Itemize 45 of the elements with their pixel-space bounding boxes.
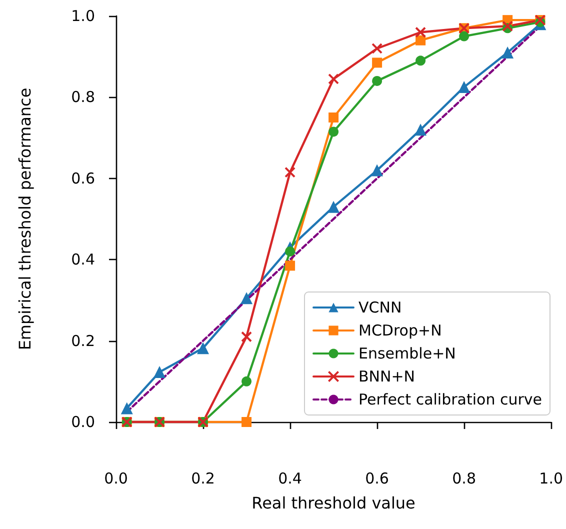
point (284, 166, 296, 178)
x-axis-title: Real threshold value (252, 494, 416, 512)
point (372, 42, 383, 54)
point (372, 58, 382, 68)
point (328, 200, 340, 213)
legend-label: VCNN (358, 298, 402, 316)
point (502, 20, 514, 32)
point (416, 56, 426, 66)
point (502, 46, 514, 59)
legend-label: MCDrop+N (358, 322, 442, 340)
y-tick-label: 0.2 (71, 332, 95, 350)
point (328, 112, 339, 122)
x-tick-label: 0.6 (365, 470, 389, 488)
point (371, 164, 384, 176)
point (458, 81, 470, 94)
y-tick-label: 0.4 (71, 250, 95, 269)
legend-label: BNN+N (358, 368, 416, 386)
point (459, 31, 470, 42)
y-axis-title: Empirical threshold performance (16, 88, 34, 350)
y-tick-label: 0.0 (71, 413, 95, 431)
y-tick-label: 0.8 (71, 88, 95, 106)
y-tick-label: 1.0 (71, 7, 95, 25)
point (154, 366, 166, 378)
x-tick-label: 0.2 (191, 470, 215, 488)
legend-label: Ensemble+N (358, 344, 456, 362)
point (415, 26, 426, 38)
point (240, 292, 253, 304)
x-tick-label: 0.4 (278, 470, 302, 488)
point (414, 124, 427, 136)
point (242, 376, 252, 386)
point (197, 342, 210, 354)
y-tick-label: 0.6 (71, 169, 95, 188)
point (372, 76, 382, 86)
point (416, 35, 426, 46)
x-tick-label: 1.0 (539, 470, 563, 488)
point (285, 246, 296, 256)
point (120, 402, 133, 414)
point (328, 126, 339, 137)
point (285, 260, 296, 271)
legend-label: Perfect calibration curve (358, 390, 542, 408)
x-tick-label: 0.0 (104, 470, 128, 488)
point (242, 417, 252, 427)
point (241, 331, 252, 342)
x-tick-label: 0.8 (452, 470, 476, 488)
point (328, 73, 340, 84)
